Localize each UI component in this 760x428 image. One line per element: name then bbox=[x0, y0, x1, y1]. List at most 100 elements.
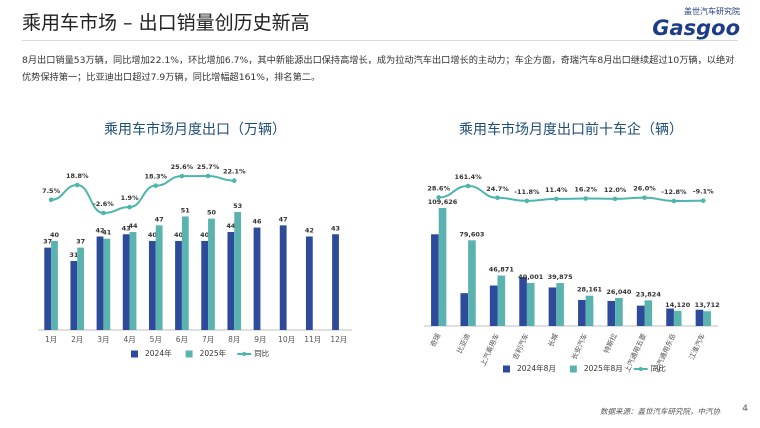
x-tick-label: 2月 bbox=[71, 335, 83, 344]
line-label: 12.0% bbox=[604, 186, 627, 194]
line-label: 7.5% bbox=[42, 187, 61, 195]
x-tick-label: 9月 bbox=[254, 335, 266, 344]
slide-title: 乘用车市场 – 出口销量创历史新高 bbox=[22, 12, 310, 34]
legend-label: 2025年 bbox=[200, 348, 227, 358]
bar bbox=[129, 232, 137, 330]
line-dot bbox=[524, 198, 530, 204]
line-dot bbox=[153, 183, 159, 188]
bar-label: 50 bbox=[207, 209, 217, 217]
bar bbox=[673, 310, 682, 326]
x-tick-label: 5月 bbox=[150, 335, 162, 344]
x-tick-label: 8月 bbox=[228, 335, 240, 344]
bar bbox=[181, 216, 189, 330]
bar-label: 37 bbox=[43, 238, 52, 246]
bar bbox=[96, 236, 104, 330]
bar bbox=[122, 234, 130, 330]
bar-label: 46,871 bbox=[489, 266, 515, 274]
bar-label: 28,161 bbox=[577, 286, 603, 294]
logo-en: Gasgoo bbox=[652, 16, 740, 40]
legend-label: 2024年 bbox=[145, 348, 172, 358]
bar bbox=[489, 285, 498, 326]
legend-swatch bbox=[131, 350, 138, 358]
bar bbox=[253, 227, 261, 330]
bar-label: 43 bbox=[122, 224, 131, 232]
x-tick-label: 江淮汽车 bbox=[687, 332, 707, 361]
page-number: 4 bbox=[742, 404, 748, 414]
bar-label: 42 bbox=[95, 226, 104, 234]
line-dot bbox=[101, 210, 106, 216]
line-dot bbox=[554, 196, 559, 202]
bar-label: 41 bbox=[102, 229, 112, 237]
line-dot bbox=[642, 195, 647, 200]
x-tick-label: 长安汽车 bbox=[569, 332, 589, 361]
line-label: -9.1% bbox=[693, 188, 714, 196]
line-label: 26.0% bbox=[633, 185, 656, 193]
legend-label: 2024年8月 bbox=[517, 363, 556, 373]
bar bbox=[70, 260, 78, 330]
line bbox=[438, 184, 704, 203]
legend-swatch bbox=[185, 350, 193, 358]
bar bbox=[279, 225, 287, 330]
bar-label: 14,120 bbox=[665, 301, 691, 309]
bar-label: 39,875 bbox=[548, 273, 574, 281]
x-tick-label: 上汽乘用车 bbox=[478, 332, 501, 368]
line-label: 1.9% bbox=[121, 194, 140, 202]
line-dot bbox=[583, 196, 588, 201]
bar bbox=[607, 300, 616, 326]
bar bbox=[305, 236, 313, 330]
bar-label: 47 bbox=[279, 215, 288, 223]
line-dot bbox=[179, 173, 185, 179]
line-dot bbox=[48, 197, 54, 203]
line-label: 18.8% bbox=[66, 172, 89, 180]
line-dot bbox=[671, 198, 677, 204]
bar-label: 40 bbox=[200, 231, 210, 239]
bar-label: 40 bbox=[50, 231, 60, 239]
bar-label: 109,626 bbox=[428, 198, 458, 206]
line-dot bbox=[465, 183, 471, 189]
bar bbox=[526, 282, 535, 326]
bar bbox=[227, 232, 235, 330]
bar bbox=[234, 212, 242, 330]
bar bbox=[703, 311, 711, 326]
x-tick-label: 7月 bbox=[202, 335, 214, 344]
bar-label: 40 bbox=[174, 231, 184, 239]
bar bbox=[615, 297, 623, 326]
summary: 8月出口销量53万辆，同比增加22.1%，环比增加6.7%，其中新能源出口保持高… bbox=[22, 55, 735, 83]
line-label: 25.7% bbox=[197, 163, 220, 171]
bar bbox=[666, 308, 674, 326]
bar bbox=[695, 309, 704, 326]
line bbox=[50, 174, 235, 215]
x-tick-label: 12月 bbox=[330, 335, 347, 344]
line-label: 16.2% bbox=[574, 186, 597, 194]
bar bbox=[460, 293, 469, 326]
bar bbox=[636, 305, 645, 326]
bar bbox=[208, 218, 215, 330]
line-dot bbox=[74, 182, 80, 188]
bar-label: 44 bbox=[226, 222, 236, 230]
legend-swatch bbox=[569, 365, 577, 373]
bar bbox=[438, 208, 447, 326]
x-tick-label: 6月 bbox=[176, 335, 188, 344]
bar-label: 43 bbox=[331, 224, 340, 232]
legend-dot bbox=[242, 352, 247, 356]
line-label: 161.4% bbox=[455, 173, 483, 181]
x-tick-label: 吉利汽车 bbox=[511, 332, 531, 361]
bar-label: 23,824 bbox=[636, 290, 662, 298]
divider bbox=[22, 40, 738, 41]
bar bbox=[556, 283, 564, 326]
bar bbox=[103, 238, 111, 330]
bar bbox=[644, 300, 653, 326]
line-label: -12.8% bbox=[661, 188, 687, 196]
bar bbox=[148, 240, 156, 330]
bar bbox=[51, 240, 58, 330]
bar-label: 51 bbox=[181, 206, 191, 214]
x-tick-label: 4月 bbox=[123, 335, 135, 344]
bar-label: 46 bbox=[252, 218, 262, 226]
bar bbox=[44, 247, 52, 330]
line-label: 28.6% bbox=[427, 184, 450, 192]
bar-label: 13,712 bbox=[695, 301, 720, 309]
bar-label: 40 bbox=[148, 231, 158, 239]
bar-label: 79,603 bbox=[459, 230, 484, 238]
bar bbox=[585, 295, 594, 326]
